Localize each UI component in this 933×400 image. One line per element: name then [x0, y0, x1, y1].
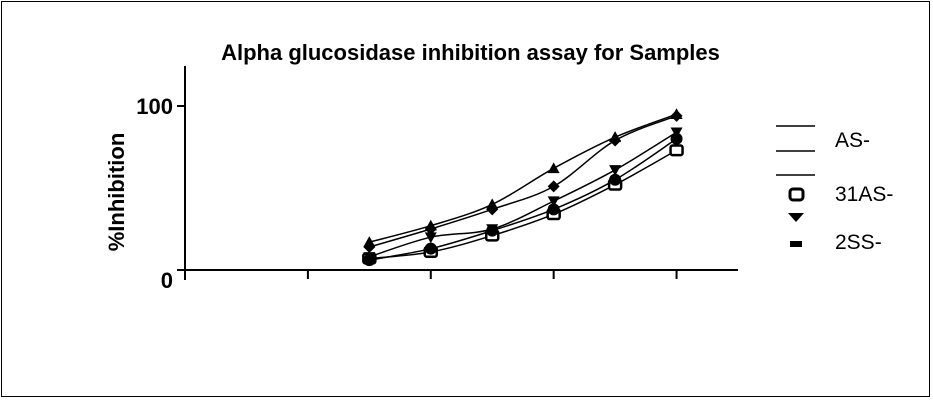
series-line	[369, 131, 677, 258]
axes: 100 0	[136, 66, 738, 293]
diamond-marker	[486, 203, 499, 216]
legend-label: 31AS-	[835, 183, 893, 206]
legend-inverted-triangle-icon	[788, 213, 804, 222]
circle-marker	[670, 132, 683, 145]
diamond-marker	[670, 109, 683, 122]
series-line	[369, 149, 677, 260]
circle-marker	[609, 173, 622, 186]
legend-label: 2SS-	[835, 231, 882, 254]
inverted-triangle-marker	[424, 232, 437, 244]
series-circle	[363, 132, 683, 267]
series-layer	[362, 108, 684, 267]
series-diamond	[363, 109, 683, 254]
legend: AS- 31AS- 2SS-	[776, 125, 893, 254]
triangle-marker	[547, 162, 560, 174]
circle-marker	[363, 254, 376, 267]
diamond-marker	[609, 134, 622, 147]
y-tick-label-0: 0	[161, 268, 173, 293]
series-line	[369, 115, 677, 248]
diamond-marker	[363, 241, 376, 254]
series-inverted-triangle	[363, 127, 683, 263]
diamond-marker	[424, 223, 437, 235]
circle-marker	[424, 242, 437, 255]
inverted-triangle-marker	[609, 165, 622, 176]
legend-square-icon	[788, 187, 805, 202]
circle-marker	[547, 203, 560, 216]
inverted-triangle-marker	[547, 196, 560, 208]
diamond-marker	[547, 180, 560, 193]
legend-bar-icon	[790, 241, 802, 247]
circle-marker	[486, 224, 499, 237]
legend-label: AS-	[835, 129, 870, 152]
square-marker	[669, 144, 684, 157]
series-square	[362, 144, 684, 265]
chart-title: Alpha glucosidase inhibition assay for S…	[221, 40, 720, 65]
y-tick-label-100: 100	[136, 94, 173, 119]
